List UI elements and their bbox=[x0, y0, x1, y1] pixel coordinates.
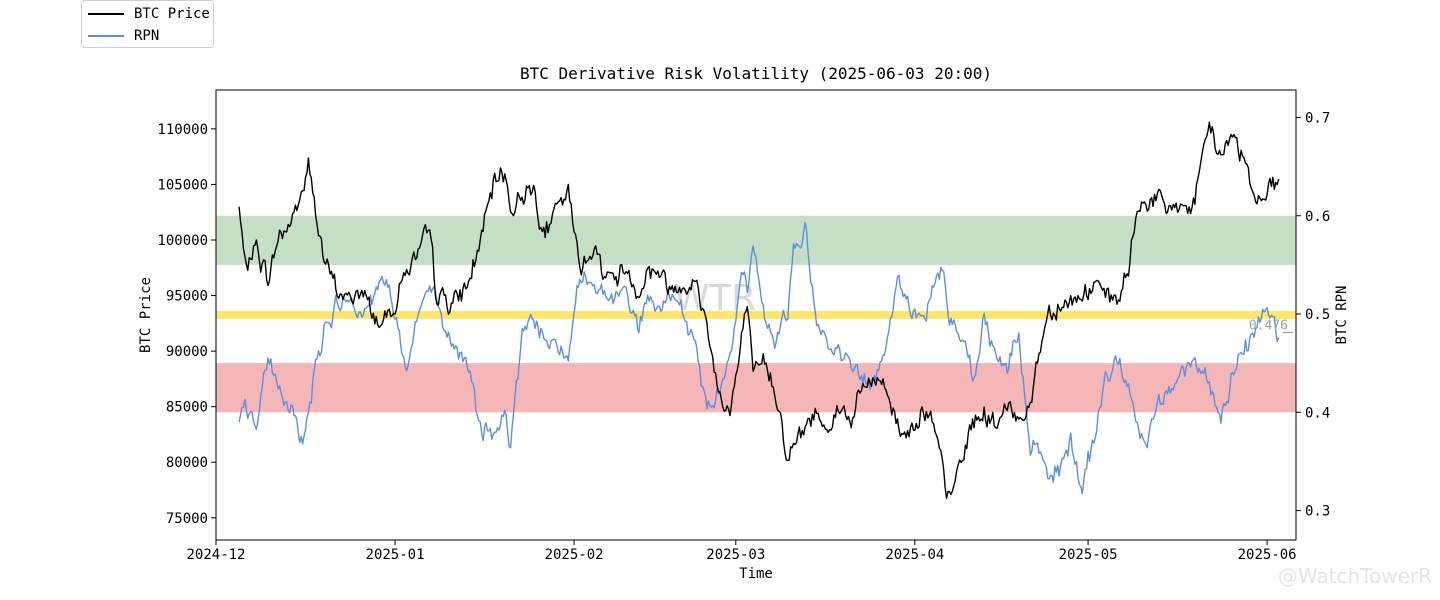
x-tick-label-2025-06: 2025-06 bbox=[1238, 547, 1297, 563]
last-rpn-value: 0.476 bbox=[1249, 319, 1288, 334]
y-right-tick-label-0.3: 0.3 bbox=[1305, 504, 1330, 520]
last-rpn-annotation: 0.476 bbox=[1249, 319, 1293, 334]
y-left-tick-label-110000: 110000 bbox=[157, 122, 208, 138]
left-axis-label: BTC Price bbox=[138, 277, 154, 353]
right-axis-ticks: 0.3 0.4 0.5 0.6 0.7 bbox=[1296, 111, 1330, 520]
left-axis-ticks: 75000 80000 85000 90000 95000 100000 105000 110… bbox=[157, 122, 216, 527]
y-left-tick-label-85000: 85000 bbox=[166, 400, 208, 416]
y-left-tick-label-100000: 100000 bbox=[157, 233, 208, 249]
chart-title: BTC Derivative Risk Volatility (2025-06-… bbox=[520, 64, 992, 83]
y-right-tick-label-0.6: 0.6 bbox=[1305, 209, 1330, 225]
series-layer bbox=[238, 121, 1280, 499]
legend-swatch-btc-price bbox=[88, 13, 124, 15]
x-axis-label: Time bbox=[739, 566, 773, 582]
chart-legend: BTC Price RPN bbox=[81, 0, 214, 48]
right-axis-label: BTC RPN bbox=[1334, 285, 1350, 344]
rpn-line bbox=[238, 221, 1280, 495]
legend-swatch-rpn bbox=[88, 35, 124, 37]
y-left-tick-label-75000: 75000 bbox=[166, 511, 208, 527]
x-tick-label-2025-04: 2025-04 bbox=[885, 547, 944, 563]
rpn-band-0 bbox=[216, 363, 1296, 413]
watermark-center: WTR bbox=[674, 278, 757, 319]
x-tick-label-2025-05: 2025-05 bbox=[1059, 547, 1118, 563]
y-left-tick-label-95000: 95000 bbox=[166, 289, 208, 305]
x-tick-label-2024-12: 2024-12 bbox=[186, 547, 245, 563]
y-right-tick-label-0.7: 0.7 bbox=[1305, 111, 1330, 127]
y-left-tick-label-105000: 105000 bbox=[157, 177, 208, 193]
legend-item-rpn: RPN bbox=[88, 26, 159, 46]
legend-label-rpn: RPN bbox=[134, 28, 160, 44]
legend-item-btc-price: BTC Price bbox=[88, 4, 210, 24]
x-tick-label-2025-01: 2025-01 bbox=[366, 547, 425, 563]
x-tick-label-2025-02: 2025-02 bbox=[545, 547, 604, 563]
watermark-corner: @WatchTowerR bbox=[1278, 564, 1432, 588]
y-right-tick-label-0.4: 0.4 bbox=[1305, 405, 1330, 421]
plot-frame bbox=[215, 89, 1297, 541]
y-left-tick-label-80000: 80000 bbox=[166, 455, 208, 471]
rpn-band-1 bbox=[216, 311, 1296, 319]
legend-label-btc-price: BTC Price bbox=[134, 6, 210, 22]
x-axis-ticks: 2024-12 2025-01 2025-02 2025-03 2025-04 2025-… bbox=[186, 540, 1297, 563]
y-right-tick-label-0.5: 0.5 bbox=[1305, 307, 1330, 323]
btc-price-line bbox=[238, 121, 1280, 499]
x-tick-label-2025-03: 2025-03 bbox=[706, 547, 765, 563]
y-left-tick-label-90000: 90000 bbox=[166, 344, 208, 360]
